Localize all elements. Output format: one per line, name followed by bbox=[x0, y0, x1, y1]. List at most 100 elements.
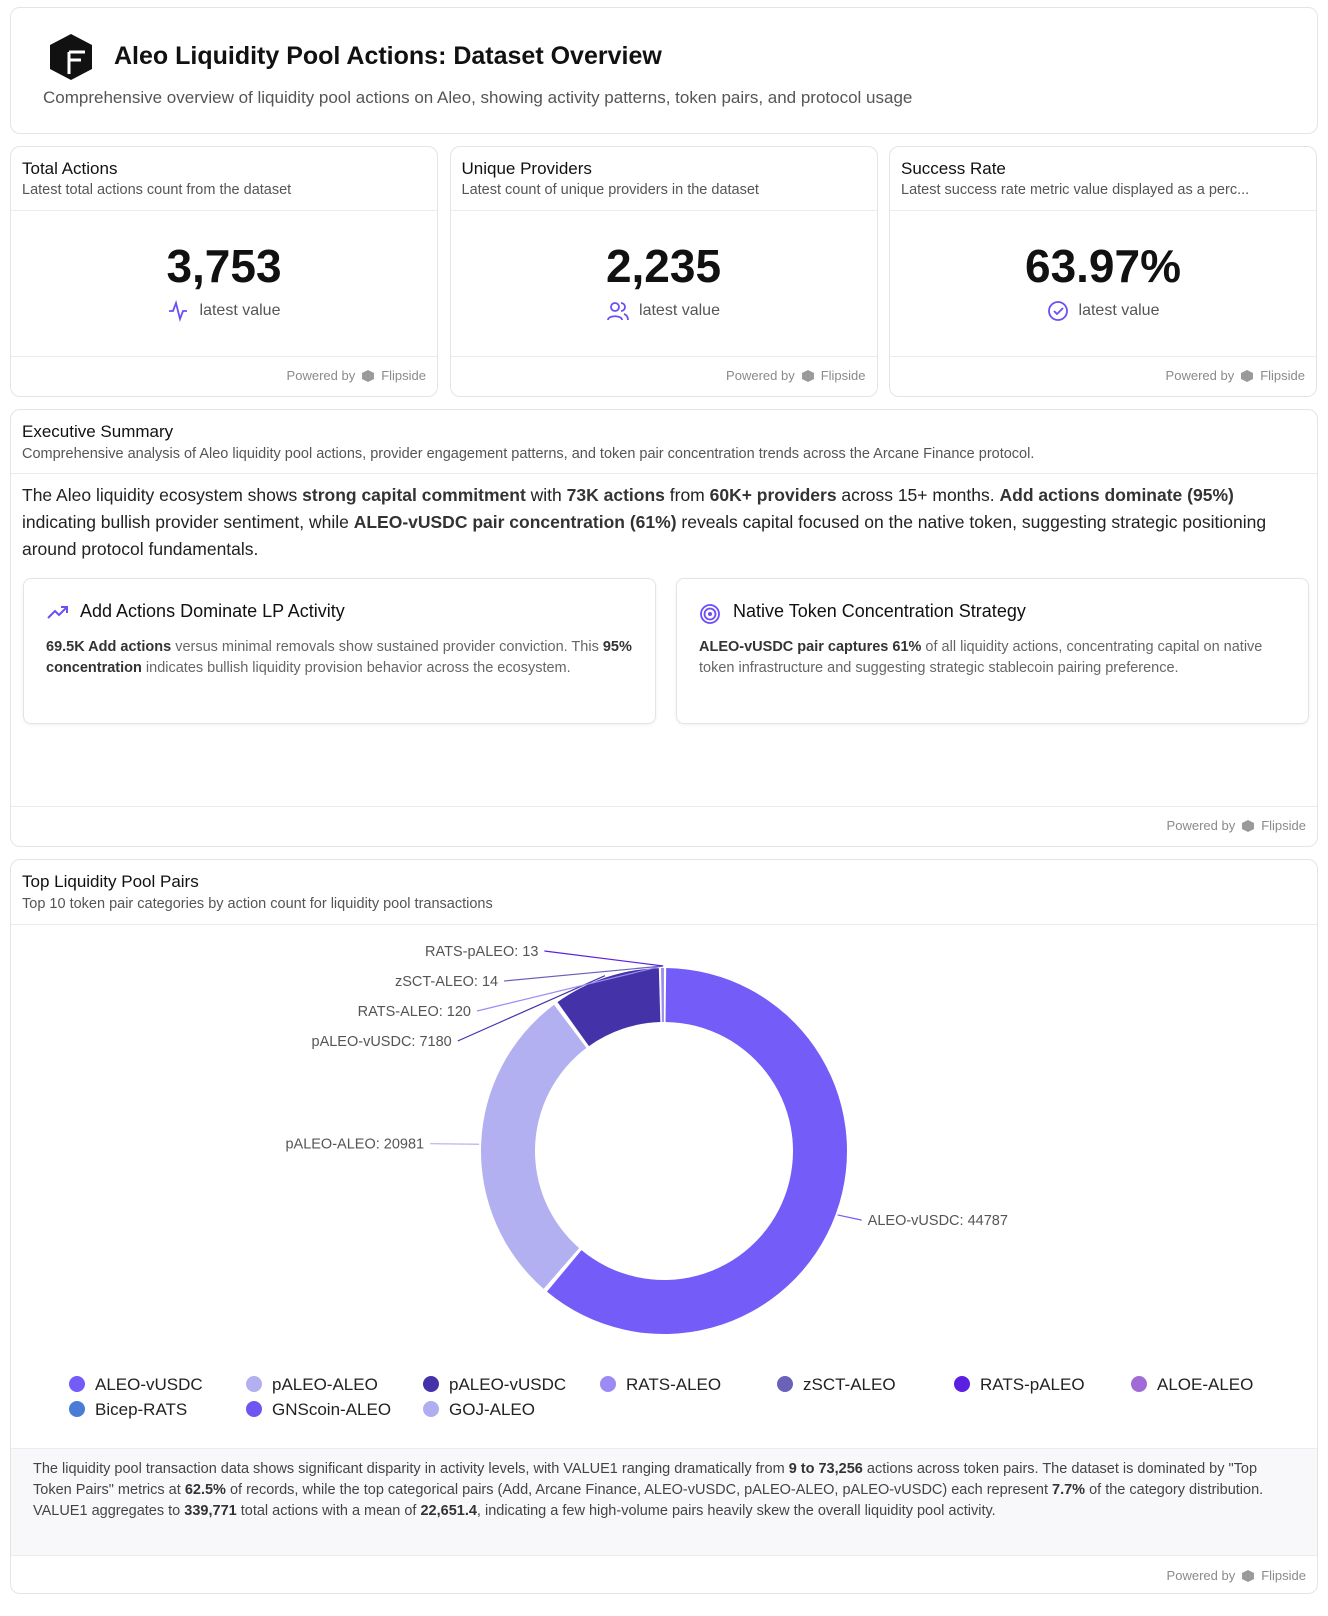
slice-label: RATS-pALEO: 13 bbox=[425, 944, 538, 960]
legend-swatch bbox=[423, 1401, 439, 1417]
kpi-value: 3,753 bbox=[166, 240, 282, 292]
text-segment: 9 to 73,256 bbox=[788, 1461, 863, 1477]
summary-card: Executive Summary Comprehensive analysis… bbox=[10, 409, 1318, 847]
chart-card: Top Liquidity Pool Pairs Top 10 token pa… bbox=[10, 859, 1318, 1594]
insight-body: ALEO-vUSDC pair captures 61% of all liqu… bbox=[699, 637, 1286, 679]
divider bbox=[890, 356, 1316, 357]
text-segment: versus minimal removals show sustained p… bbox=[171, 639, 603, 655]
legend-label: Bicep-RATS bbox=[95, 1400, 187, 1419]
kpi-subtitle: Latest success rate metric value display… bbox=[901, 182, 1250, 198]
kpi-value: 63.97% bbox=[1024, 240, 1181, 292]
slice-label: RATS-ALEO: 120 bbox=[358, 1004, 471, 1020]
text-segment: actions across token pairs. The dataset … bbox=[33, 1461, 1258, 1498]
legend-swatch bbox=[69, 1376, 85, 1392]
insight-title: Native Token Concentration Strategy bbox=[733, 601, 1026, 621]
leader-line bbox=[544, 950, 664, 967]
legend-swatch bbox=[1131, 1376, 1147, 1392]
note-box: The liquidity pool transaction data show… bbox=[11, 1448, 1317, 1556]
text-segment: indicates bullish liquidity provision be… bbox=[141, 660, 571, 676]
divider bbox=[11, 210, 437, 211]
text-segment: across 15+ months. bbox=[836, 485, 1000, 505]
text-segment: of all liquidity actions, concentrating … bbox=[699, 639, 1263, 676]
kpi-icon bbox=[1047, 301, 1068, 321]
legend-swatch bbox=[246, 1376, 262, 1392]
text-segment: 73K actions bbox=[566, 485, 665, 505]
powered-label: Powered by bbox=[286, 368, 356, 383]
insight-card: Native Token Concentration Strategy ALEO… bbox=[676, 578, 1309, 724]
kpi-card: Success Rate Latest success rate metric v… bbox=[889, 146, 1317, 397]
kpi-caption: latest value bbox=[451, 300, 877, 322]
powered-by: Powered by Flipside bbox=[1166, 368, 1305, 383]
leader-line bbox=[504, 965, 664, 982]
caption-text: latest value bbox=[1078, 302, 1160, 319]
legend-swatch bbox=[246, 1401, 262, 1417]
text-segment: 60K+ providers bbox=[709, 485, 837, 505]
flipside-icon bbox=[1241, 369, 1254, 382]
kpi-subtitle: Latest total actions count from the data… bbox=[22, 182, 292, 198]
kpi-title: Unique Providers bbox=[461, 159, 592, 178]
powered-by: Powered by Flipside bbox=[287, 368, 426, 383]
brand: Flipside bbox=[1261, 1568, 1306, 1583]
target-icon bbox=[700, 604, 720, 624]
leader-line bbox=[476, 965, 663, 1012]
divider bbox=[11, 1555, 1317, 1556]
kpi-icon bbox=[607, 302, 629, 321]
donut-chart: ALEO-vUSDC: 44787 pALEO-ALEO: 20981 pALEO-… bbox=[69, 944, 1253, 1419]
kpi-title: Success Rate bbox=[901, 159, 1006, 178]
divider bbox=[11, 806, 1317, 807]
text-segment: indicating bullish provider sentiment, w… bbox=[22, 512, 354, 532]
legend-label: ALEO-vUSDC bbox=[95, 1375, 203, 1394]
text-segment: The Aleo liquidity ecosystem shows bbox=[22, 485, 303, 505]
title: Aleo Liquidity Pool Actions: Dataset Ove… bbox=[114, 42, 662, 70]
flipside-icon bbox=[362, 369, 375, 382]
slice-label: zSCT-ALEO: 14 bbox=[395, 974, 498, 990]
text-segment: ALEO-vUSDC pair captures 61% bbox=[699, 639, 922, 655]
summary-paragraph: The Aleo liquidity ecosystem shows stron… bbox=[22, 482, 1306, 563]
logo bbox=[50, 34, 92, 80]
text-segment: from bbox=[664, 485, 710, 505]
insight-title: Add Actions Dominate LP Activity bbox=[80, 601, 345, 621]
legend-label: RATS-ALEO bbox=[626, 1375, 721, 1394]
brand: Flipside bbox=[820, 368, 866, 383]
trend-icon bbox=[47, 606, 68, 619]
divider bbox=[11, 356, 437, 357]
flipside-icon bbox=[1242, 1569, 1255, 1582]
text-segment: with bbox=[525, 485, 567, 505]
text-segment: 22,651.4 bbox=[420, 1503, 477, 1519]
legend-swatch bbox=[423, 1376, 439, 1392]
powered-label: Powered by bbox=[1165, 368, 1235, 383]
legend-label: pALEO-ALEO bbox=[272, 1375, 378, 1394]
kpi-title: Total Actions bbox=[22, 159, 118, 178]
legend-label: GOJ-ALEO bbox=[449, 1400, 535, 1419]
text-segment: of the category distribution. VALUE1 agg… bbox=[33, 1482, 1264, 1519]
legend-label: zSCT-ALEO bbox=[803, 1375, 896, 1394]
kpi-caption: latest value bbox=[890, 300, 1316, 322]
legend-label: RATS-pALEO bbox=[980, 1375, 1085, 1394]
leader-line bbox=[837, 1214, 862, 1221]
kpi-icon bbox=[168, 300, 187, 322]
leader-line bbox=[430, 1143, 480, 1145]
brand: Flipside bbox=[1261, 818, 1306, 833]
legend-label: pALEO-vUSDC bbox=[449, 1375, 566, 1394]
legend-swatch bbox=[954, 1376, 970, 1392]
subtitle: Comprehensive overview of liquidity pool… bbox=[43, 88, 913, 107]
text-segment: Add actions dominate (95%) bbox=[999, 485, 1234, 505]
donut-slice bbox=[480, 1004, 587, 1289]
powered-label: Powered by bbox=[726, 368, 795, 383]
caption-text: latest value bbox=[199, 302, 281, 319]
text-segment: of records, while the top categorical pa… bbox=[225, 1482, 1052, 1498]
brand: Flipside bbox=[381, 368, 426, 383]
kpi-card: Unique Providers Latest count of unique p… bbox=[449, 146, 878, 397]
text-segment: 62.5% bbox=[184, 1482, 226, 1498]
divider bbox=[11, 473, 1317, 474]
legend-swatch bbox=[777, 1376, 793, 1392]
caption-text: latest value bbox=[639, 302, 720, 319]
flipside-icon bbox=[1242, 819, 1255, 832]
donut-slice bbox=[546, 968, 847, 1334]
chart-note: The liquidity pool transaction data show… bbox=[33, 1459, 1287, 1522]
kpi-caption: latest value bbox=[11, 300, 437, 322]
insight-body: 69.5K Add actions versus minimal removal… bbox=[46, 637, 633, 679]
kpi-subtitle: Latest count of unique providers in the … bbox=[461, 182, 759, 198]
text-segment: reveals capital focused on the native to… bbox=[22, 512, 1267, 559]
